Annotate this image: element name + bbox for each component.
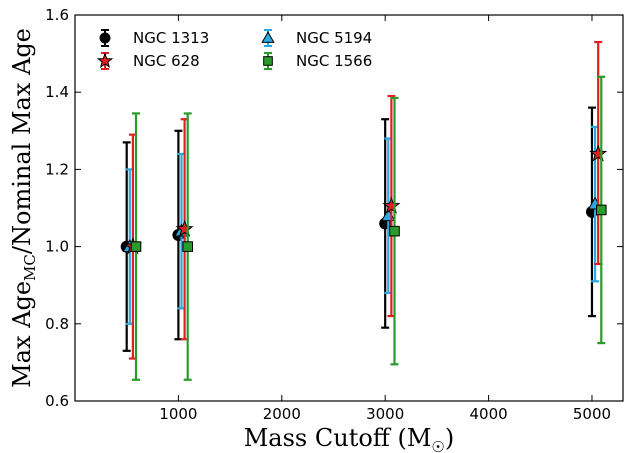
series-ngc-1313 [120, 106, 598, 352]
y-axis-label-rest: /Nominal Max Age [8, 28, 36, 254]
data-point [175, 219, 194, 237]
x-tick-label: 4000 [469, 405, 507, 423]
x-axis-label-close: ) [445, 424, 454, 452]
legend-item-ngc-5194: NGC 5194 [261, 29, 372, 47]
data-point [595, 204, 607, 216]
legend-marker [261, 31, 275, 43]
legend-label: NGC 1313 [133, 29, 209, 47]
data-point [382, 196, 401, 214]
x-tick-label: 1000 [159, 405, 197, 423]
plot-frame [74, 14, 624, 402]
legend-label: NGC 1566 [296, 52, 372, 70]
legend-item-ngc-628: NGC 628 [96, 52, 200, 70]
legend: NGC 1313 NGC 5194 NGC 628 NGC 1566 [96, 29, 372, 70]
legend-label: NGC 5194 [296, 29, 372, 47]
legend-marker [263, 56, 273, 66]
series-ngc-1566 [130, 75, 607, 381]
x-tick-label: 3000 [366, 405, 404, 423]
data-point [589, 144, 608, 162]
y-tick-label: 1.4 [45, 83, 69, 101]
x-axis-ticks: 1000 2000 3000 4000 5000 [159, 15, 611, 423]
y-tick-label: 1.0 [45, 238, 69, 256]
data-point [182, 241, 194, 252]
legend-item-ngc-1566: NGC 1566 [263, 52, 372, 70]
y-axis-label-main: Max Age [8, 281, 36, 388]
y-tick-label: 0.6 [45, 392, 69, 410]
series-ngc-5194 [122, 125, 603, 325]
y-tick-label: 1.6 [45, 6, 69, 24]
y-axis-label-sub: MC [21, 254, 39, 281]
chart-marks [120, 40, 608, 381]
x-axis-label-sub: ☉ [431, 438, 444, 453]
data-point [130, 241, 142, 252]
y-axis-ticks: 0.6 0.8 1.0 1.2 1.4 1.6 [45, 6, 623, 410]
series-ngc-628 [123, 40, 608, 360]
data-point [389, 225, 400, 237]
legend-marker [96, 52, 114, 69]
y-tick-label: 1.2 [45, 160, 69, 178]
legend-label: NGC 628 [133, 52, 200, 70]
x-tick-label: 5000 [573, 405, 611, 423]
legend-item-ngc-1313: NGC 1313 [99, 29, 209, 47]
legend-marker [99, 32, 111, 44]
x-tick-label: 2000 [263, 405, 301, 423]
x-axis-label-main: Mass Cutoff (M [244, 424, 432, 452]
x-axis-label: Mass Cutoff (M☉) [244, 424, 455, 453]
y-axis-label: Max AgeMC/Nominal Max Age [8, 28, 39, 388]
y-tick-label: 0.8 [45, 315, 69, 333]
